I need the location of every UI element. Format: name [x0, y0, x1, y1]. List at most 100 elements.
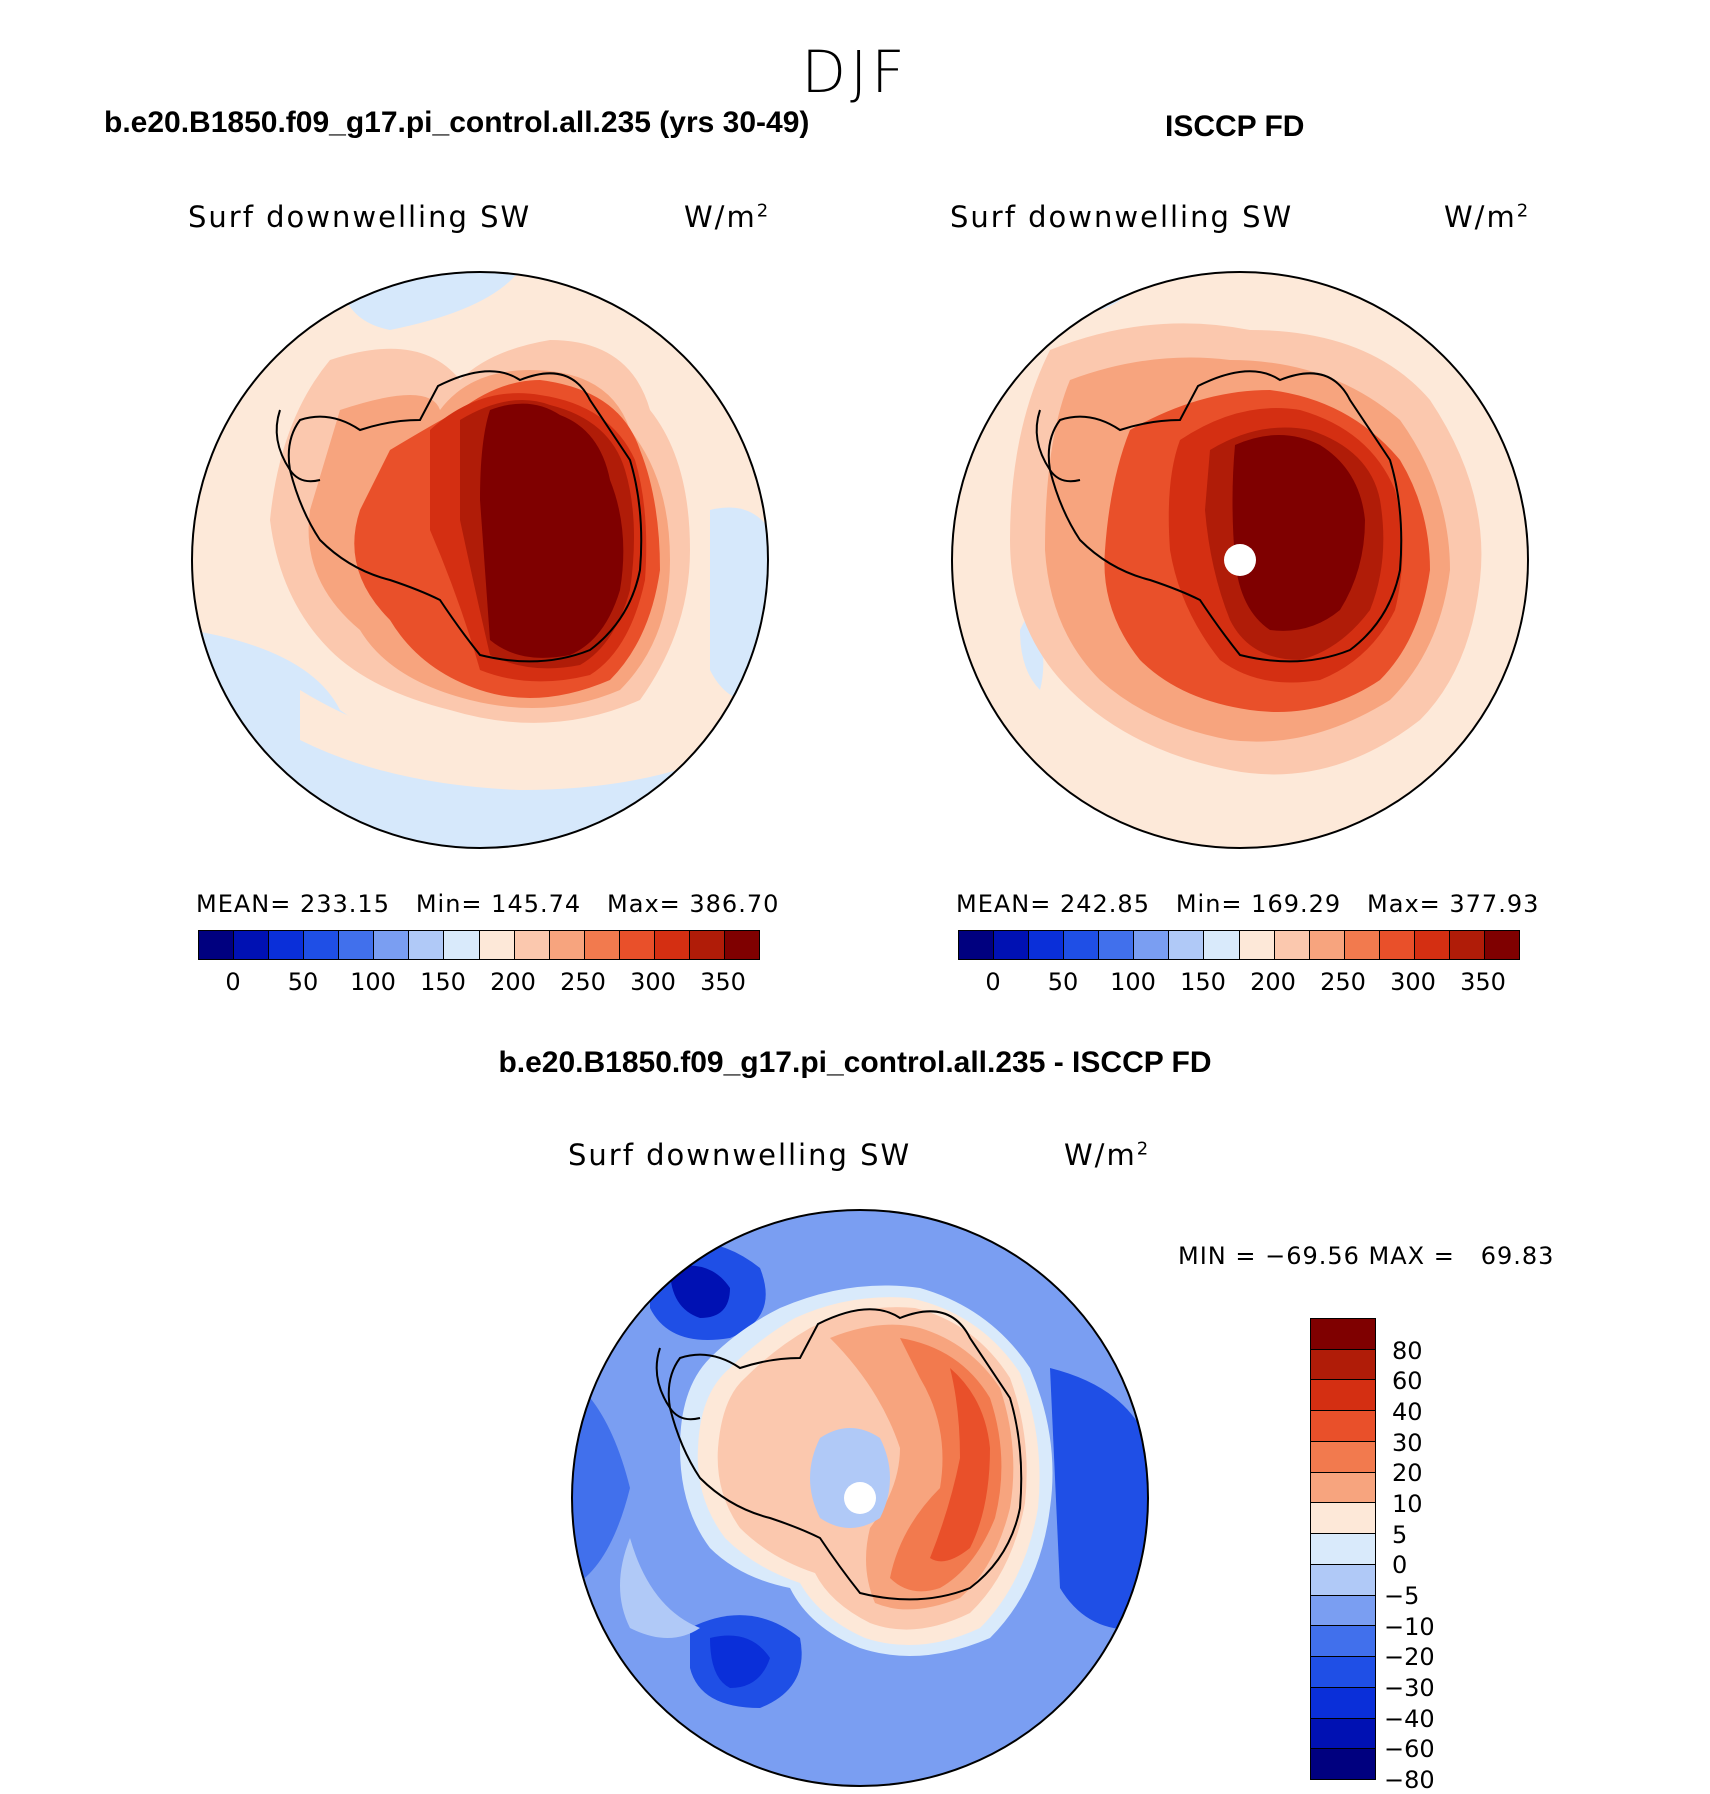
colorbar-tick-label: 0 [225, 968, 241, 996]
diff-colorbar [1310, 1318, 1376, 1780]
colorbar-swatch [1311, 1564, 1375, 1596]
colorbar-swatch [1311, 1503, 1375, 1535]
colorbar-swatch [1099, 931, 1135, 959]
colorbar-swatch [1169, 931, 1205, 959]
colorbar-swatch [1064, 931, 1100, 959]
colorbar-level-label: −40 [1384, 1704, 1435, 1733]
colorbar-tick-label: 200 [490, 968, 536, 996]
colorbar-level-label: −30 [1384, 1674, 1435, 1702]
colorbar-swatch [1311, 1595, 1375, 1627]
colorbar-tick-label: 250 [1320, 968, 1366, 996]
colorbar-swatch [1311, 1411, 1375, 1442]
colorbar-swatch [619, 931, 655, 959]
colorbar-swatch [1311, 1749, 1375, 1780]
colorbar-swatch [1204, 931, 1240, 959]
colorbar-swatch [1311, 1687, 1375, 1719]
colorbar-tick-label: 100 [350, 968, 396, 996]
left-panel-title: b.e20.B1850.f09_g17.pi_control.all.235 (… [104, 106, 810, 139]
right-colorbar [958, 930, 1520, 960]
colorbar-swatch [269, 931, 305, 959]
diff-variable-label: Surf downwelling SW [568, 1138, 912, 1172]
colorbar-swatch [409, 931, 445, 959]
colorbar-level-label: 30 [1392, 1428, 1423, 1457]
colorbar-swatch [724, 931, 759, 959]
colorbar-tick-label: 300 [630, 968, 676, 996]
colorbar-level-label: 60 [1392, 1367, 1423, 1396]
colorbar-swatch [1414, 931, 1450, 959]
colorbar-swatch [549, 931, 585, 959]
colorbar-swatch [654, 931, 690, 959]
diff-panel-title: b.e20.B1850.f09_g17.pi_control.all.235 -… [498, 1046, 1212, 1079]
colorbar-swatch [1311, 1657, 1375, 1688]
contour-370 [1232, 435, 1365, 631]
w-negative [572, 1378, 630, 1588]
pole-hole [1224, 544, 1256, 576]
colorbar-swatch [1029, 931, 1065, 959]
left-units-label: W/m2 [684, 200, 771, 234]
map-border [951, 271, 1529, 849]
colorbar-swatch [1311, 1441, 1375, 1473]
colorbar-swatch [1309, 931, 1345, 959]
colorbar-tick-label: 350 [1460, 968, 1506, 996]
colorbar-swatch [1311, 1319, 1375, 1350]
right-polar-map [951, 271, 1529, 849]
colorbar-tick-label: 350 [700, 968, 746, 996]
colorbar-swatch [1344, 931, 1380, 959]
diff-minmax: MIN = −69.56 MAX = 69.83 [1178, 1242, 1555, 1270]
ocean-patch-east [710, 507, 768, 702]
peninsula-coastline [655, 1347, 701, 1421]
colorbar-swatch [1134, 931, 1170, 959]
colorbar-swatch [1311, 1349, 1375, 1381]
pole-negative [810, 1428, 890, 1528]
colorbar-level-label: −80 [1384, 1766, 1435, 1794]
colorbar-swatch [479, 931, 515, 959]
right-stats: MEAN= 242.85 Min= 169.29 Max= 377.93 [956, 890, 1540, 918]
left-polar-map [191, 271, 769, 849]
right-panel-title: ISCCP FD [1165, 110, 1305, 143]
colorbar-level-label: 20 [1392, 1459, 1423, 1488]
colorbar-swatch [304, 931, 340, 959]
right-colorbar-ticks: 0 50 100 150 200 250 300 350 [958, 968, 1518, 998]
colorbar-level-label: 40 [1392, 1398, 1423, 1426]
colorbar-level-label: −60 [1384, 1735, 1435, 1764]
colorbar-level-label: 80 [1392, 1336, 1423, 1365]
colorbar-swatch [1274, 931, 1310, 959]
s-strong-negative [710, 1635, 770, 1688]
left-colorbar [198, 930, 760, 960]
colorbar-swatch [1379, 931, 1415, 959]
diff-polar-map [571, 1209, 1149, 1787]
colorbar-level-label: 0 [1392, 1551, 1408, 1580]
season-title: DJF [801, 38, 909, 106]
right-variable-label: Surf downwelling SW [950, 200, 1294, 234]
right-units-label: W/m2 [1444, 200, 1531, 234]
colorbar-tick-label: 0 [985, 968, 1001, 996]
ocean-band-blue [192, 630, 768, 848]
colorbar-swatch [1311, 1534, 1375, 1565]
colorbar-swatch [689, 931, 725, 959]
left-variable-label: Surf downwelling SW [188, 200, 532, 234]
colorbar-swatch [994, 931, 1030, 959]
colorbar-swatch [444, 931, 480, 959]
colorbar-tick-label: 150 [1180, 968, 1226, 996]
e-negative [1050, 1368, 1148, 1630]
antarctica-coastline [667, 1308, 1023, 1601]
colorbar-swatch [959, 931, 995, 959]
antarctica-coastline [1047, 370, 1403, 663]
diff-units-label: W/m2 [1064, 1138, 1151, 1172]
colorbar-level-label: −20 [1384, 1643, 1435, 1672]
ocean-band-peach [300, 690, 750, 790]
peninsula-coastline [1035, 409, 1081, 483]
map-border [191, 271, 769, 849]
colorbar-swatch [1311, 1380, 1375, 1412]
sw-weak-negative [620, 1538, 700, 1638]
left-stats: MEAN= 233.15 Min= 145.74 Max= 386.70 [196, 890, 780, 918]
colorbar-swatch [1449, 931, 1485, 959]
peninsula-coastline [275, 409, 321, 483]
colorbar-tick-label: 50 [1047, 968, 1079, 996]
colorbar-level-label: 10 [1392, 1490, 1423, 1518]
colorbar-tick-label: 200 [1250, 968, 1296, 996]
nw-strong-negative [670, 1265, 730, 1318]
colorbar-tick-label: 100 [1110, 968, 1156, 996]
colorbar-tick-label: 250 [560, 968, 606, 996]
pole-hole [844, 1482, 876, 1514]
